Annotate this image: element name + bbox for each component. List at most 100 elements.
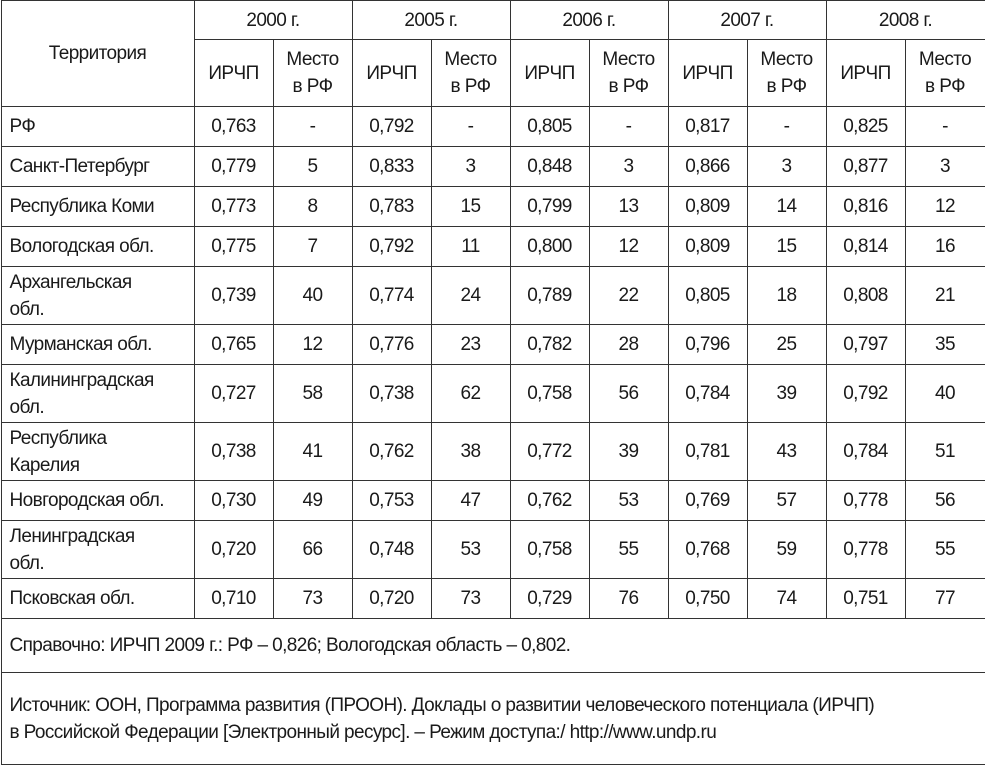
- value-cell: 3: [430, 146, 511, 187]
- value-cell: 0,775: [193, 226, 274, 267]
- value-cell: 39: [746, 364, 827, 423]
- value-cell: 3: [746, 146, 827, 187]
- value-cell: 0,783: [351, 186, 432, 227]
- value-cell: 53: [430, 520, 511, 579]
- value-cell: 0,808: [825, 266, 906, 325]
- sub-header: Место в РФ: [588, 39, 669, 107]
- value-cell: 0,738: [351, 364, 432, 423]
- value-cell: 38: [430, 422, 511, 481]
- value-cell: 41: [272, 422, 353, 481]
- value-cell: 0,748: [351, 520, 432, 579]
- value-cell: 3: [588, 146, 669, 187]
- value-cell: 73: [430, 578, 511, 619]
- territory-name: Республика Карелия: [0, 422, 195, 481]
- value-cell: 0,825: [825, 106, 906, 147]
- note: Справочно: ИРЧП 2009 г.: РФ – 0,826; Вол…: [0, 618, 985, 673]
- value-cell: 47: [430, 480, 511, 521]
- value-cell: 0,816: [825, 186, 906, 227]
- value-cell: 16: [904, 226, 985, 267]
- year-header: 2000 г.: [193, 0, 353, 40]
- value-cell: 77: [904, 578, 985, 619]
- value-cell: 40: [272, 266, 353, 325]
- value-cell: 51: [904, 422, 985, 481]
- table-row: Калининградская обл. 0,727 58 0,738 62 0,758 5…: [0, 364, 985, 423]
- value-cell: 0,877: [825, 146, 906, 187]
- territory-name: Архангельская обл.: [0, 266, 195, 325]
- territory-header: Территория: [0, 0, 195, 107]
- value-cell: 0,720: [351, 578, 432, 619]
- value-cell: 0,809: [667, 226, 748, 267]
- value-cell: 22: [588, 266, 669, 325]
- value-cell: 0,772: [509, 422, 590, 481]
- value-cell: 0,866: [667, 146, 748, 187]
- value-cell: 0,727: [193, 364, 274, 423]
- value-cell: -: [904, 106, 985, 147]
- value-cell: 39: [588, 422, 669, 481]
- value-cell: 12: [904, 186, 985, 227]
- table-row: Территория 2000 г. 2005 г. 2006 г. 2007 г. 20…: [0, 0, 985, 107]
- value-cell: 0,805: [509, 106, 590, 147]
- value-cell: 0,800: [509, 226, 590, 267]
- value-cell: 18: [746, 266, 827, 325]
- value-cell: 12: [272, 324, 353, 365]
- table-row: Санкт-Петербург 0,779 5 0,833 3 0,848 3 0,866 3 0…: [0, 146, 985, 187]
- value-cell: 0,773: [193, 186, 274, 227]
- territory-name: Республика Коми: [0, 186, 195, 227]
- sub-header: Место в РФ: [746, 39, 827, 107]
- value-cell: 12: [588, 226, 669, 267]
- value-cell: 0,762: [351, 422, 432, 481]
- value-cell: 0,779: [193, 146, 274, 187]
- year-header: 2008 г.: [825, 0, 985, 40]
- value-cell: 0,729: [509, 578, 590, 619]
- value-cell: 76: [588, 578, 669, 619]
- value-cell: 21: [904, 266, 985, 325]
- value-cell: 0,814: [825, 226, 906, 267]
- value-cell: 55: [588, 520, 669, 579]
- value-cell: 14: [746, 186, 827, 227]
- territory-name: Новгородская обл.: [0, 480, 195, 521]
- source: Источник: ООН, Программа развития (ПРООН…: [0, 672, 985, 765]
- value-cell: 49: [272, 480, 353, 521]
- table-row: ИРЧП Место в РФ ИРЧП Место в РФ ИРЧП Место в …: [1, 39, 985, 107]
- value-cell: 0,848: [509, 146, 590, 187]
- value-cell: 0,796: [667, 324, 748, 365]
- table-row: Ленинградская обл. 0,720 66 0,748 53 0,758 55 0…: [0, 520, 985, 579]
- value-cell: 5: [272, 146, 353, 187]
- territory-name: Вологодская обл.: [0, 226, 195, 267]
- table-row: Архангельская обл. 0,739 40 0,774 24 0,789 22 0…: [0, 266, 985, 325]
- value-cell: 73: [272, 578, 353, 619]
- value-cell: 0,784: [825, 422, 906, 481]
- value-cell: 0,758: [509, 364, 590, 423]
- value-cell: 0,782: [509, 324, 590, 365]
- value-cell: 66: [272, 520, 353, 579]
- territory-name: Калининградская обл.: [0, 364, 195, 423]
- value-cell: 28: [588, 324, 669, 365]
- value-cell: 0,762: [509, 480, 590, 521]
- year-header: 2005 г.: [351, 0, 511, 40]
- value-cell: -: [588, 106, 669, 147]
- value-cell: 0,799: [509, 186, 590, 227]
- territory-name: Мурманская обл.: [0, 324, 195, 365]
- value-cell: 0,750: [667, 578, 748, 619]
- value-cell: -: [746, 106, 827, 147]
- value-cell: 0,753: [351, 480, 432, 521]
- value-cell: 0,768: [667, 520, 748, 579]
- value-cell: 0,778: [825, 520, 906, 579]
- value-cell: 35: [904, 324, 985, 365]
- value-cell: -: [272, 106, 353, 147]
- year-header: 2007 г.: [667, 0, 827, 40]
- sub-header: ИРЧП: [667, 39, 748, 107]
- value-cell: 0,817: [667, 106, 748, 147]
- value-cell: 0,792: [825, 364, 906, 423]
- value-cell: 57: [746, 480, 827, 521]
- table-row: Республика Карелия 0,738 41 0,762 38 0,772 39 0…: [0, 422, 985, 481]
- value-cell: 25: [746, 324, 827, 365]
- value-cell: 3: [904, 146, 985, 187]
- value-cell: 0,781: [667, 422, 748, 481]
- territory-name: РФ: [0, 106, 195, 147]
- value-cell: 0,758: [509, 520, 590, 579]
- value-cell: 0,710: [193, 578, 274, 619]
- value-cell: 53: [588, 480, 669, 521]
